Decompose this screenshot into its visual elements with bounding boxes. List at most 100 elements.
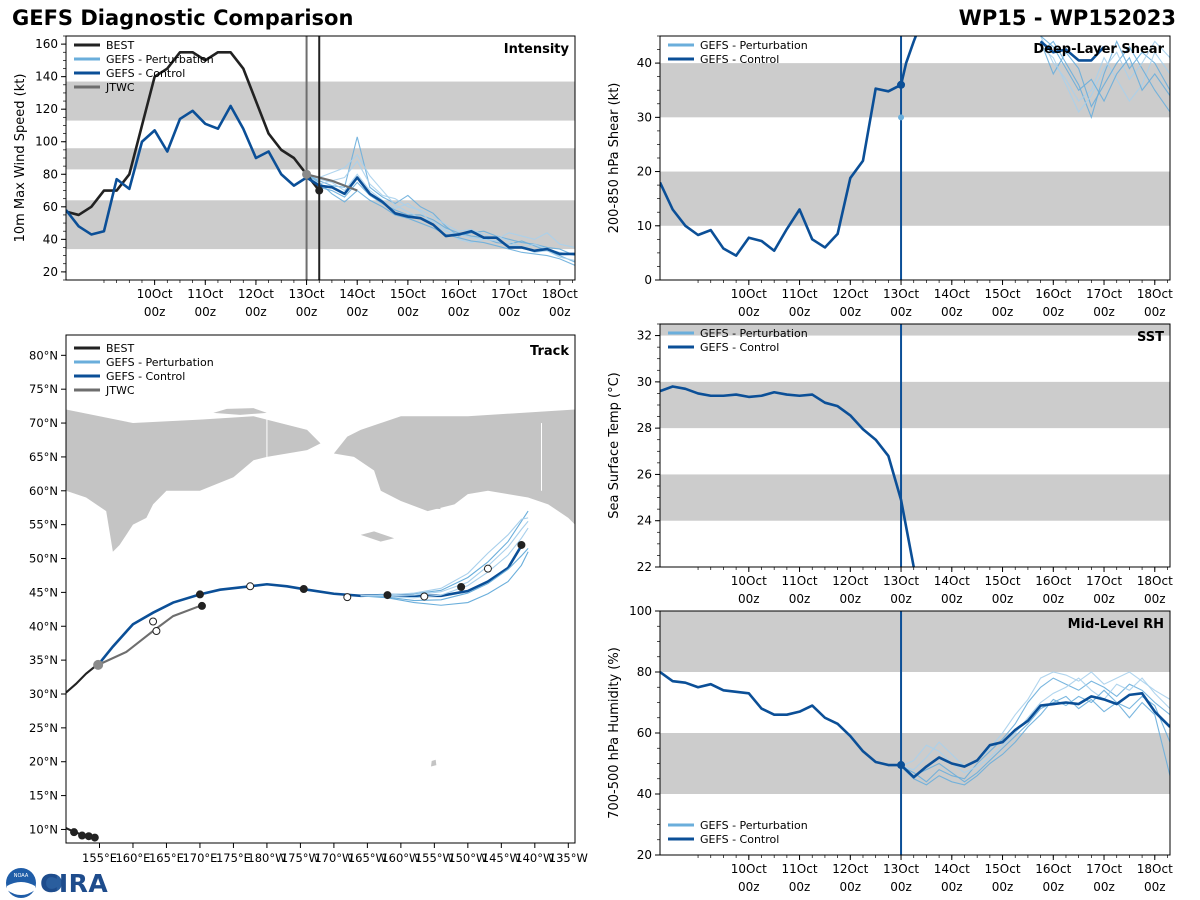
lat-tick-label: 45°N	[29, 585, 58, 599]
x-tick-label-hour: 00z	[789, 592, 811, 606]
x-tick-label-hour: 00z	[992, 592, 1014, 606]
y-tick-label: 80	[43, 167, 58, 181]
series-line-best	[66, 50, 321, 217]
track-marker-filled	[90, 833, 99, 842]
lat-tick-label: 15°N	[29, 789, 58, 803]
x-tick-label-date: 12Oct	[832, 287, 868, 301]
lon-tick-label: 160°E	[115, 851, 150, 865]
x-tick-label-date: 14Oct	[934, 574, 970, 588]
x-tick-label-hour: 00z	[1093, 592, 1115, 606]
y-tick-label: 22	[637, 560, 652, 574]
perturbation-member-line	[1040, 41, 1170, 113]
x-tick-label-hour: 00z	[1144, 880, 1166, 894]
track-marker-filled	[70, 828, 79, 837]
y-tick-label: 40	[637, 56, 652, 70]
lat-tick-label: 25°N	[29, 721, 58, 735]
track-marker-filled	[517, 540, 526, 549]
y-tick-label: 40	[637, 787, 652, 801]
lat-tick-label: 60°N	[29, 484, 58, 498]
lon-tick-label: 160°W	[381, 851, 420, 865]
lat-tick-label: 20°N	[29, 755, 58, 769]
perturbation-member-line	[900, 677, 1170, 783]
legend-label: GEFS - Perturbation	[700, 39, 808, 52]
lat-tick-label: 30°N	[29, 687, 58, 701]
x-tick-label-date: 13Oct	[883, 862, 919, 876]
land-hawaii	[431, 759, 437, 767]
y-tick-label: 32	[637, 329, 652, 343]
legend-label: GEFS - Control	[700, 833, 779, 846]
legend-label: GEFS - Control	[106, 370, 185, 383]
y-tick-label: 24	[637, 514, 652, 528]
threshold-band	[660, 63, 1170, 118]
x-tick-label-date: 18Oct	[542, 287, 578, 301]
chart-track: 10°N 15°N 20°N 25°N 30°N 35°N 40°N 45°N 50°N 55°N…	[29, 334, 588, 865]
control-analysis-marker	[897, 761, 906, 770]
track-marker-open	[152, 626, 161, 635]
y-tick-label: 20	[637, 848, 652, 862]
y-tick-label: 10	[637, 219, 652, 233]
lat-tick-label: 55°N	[29, 518, 58, 532]
chart-intensity: 20 40 60 80 100 120 140 160 10Oct 00z 11Oct 00z 12Oc…	[13, 35, 578, 319]
series-line-gefs-control	[660, 385, 916, 567]
panel-title: Mid-Level RH	[1068, 617, 1164, 632]
track-marker-filled	[457, 582, 466, 591]
legend-label: JTWC	[105, 81, 135, 94]
land-alaska	[333, 409, 575, 525]
legend-label: GEFS - Perturbation	[700, 819, 808, 832]
x-tick-label-date: 10Oct	[731, 287, 767, 301]
x-tick-label-date: 11Oct	[782, 287, 818, 301]
threshold-band	[660, 474, 1170, 521]
x-tick-label-hour: 00z	[1144, 305, 1166, 319]
land-siberia	[66, 409, 321, 552]
series-line-gefs-control-late-	[1039, 40, 1105, 62]
x-tick-label-date: 18Oct	[1137, 287, 1173, 301]
x-tick-label-date: 13Oct	[883, 574, 919, 588]
x-tick-label-hour: 00z	[1093, 880, 1115, 894]
figure-title-left: GEFS Diagnostic Comparison	[12, 6, 354, 30]
track-marker-open	[343, 593, 352, 602]
threshold-band	[66, 200, 575, 250]
plot-area-rh	[660, 611, 1170, 855]
x-tick-label-hour: 00z	[840, 305, 862, 319]
plot-frame	[659, 323, 1171, 568]
x-tick-label-hour: 00z	[840, 880, 862, 894]
land-wrangel-island	[213, 408, 267, 415]
perturbation-member-line	[900, 671, 1170, 771]
lat-tick-label: 50°N	[29, 552, 58, 566]
perturbation-member-line	[306, 173, 575, 263]
x-tick-label-date: 13Oct	[883, 287, 919, 301]
x-tick-label-hour: 00z	[941, 880, 963, 894]
x-tick-label-date: 14Oct	[934, 287, 970, 301]
x-tick-label-date: 16Oct	[1035, 287, 1071, 301]
y-tick-label: 26	[637, 467, 652, 481]
chart-sst: 22 24 26 28 30 32 10Oct 00z 11Oct 00z 12Oct 00z 13Oc…	[607, 323, 1173, 606]
y-axis-label: 700-500 hPa Humidity (%)	[607, 647, 622, 819]
perturbation-member-line	[306, 173, 575, 257]
x-tick-label-date: 12Oct	[832, 862, 868, 876]
x-tick-label-hour: 00z	[738, 305, 760, 319]
x-tick-label-date: 18Oct	[1137, 862, 1173, 876]
x-tick-label-hour: 00z	[789, 305, 811, 319]
threshold-band	[660, 611, 1170, 672]
x-tick-label-date: 10Oct	[731, 862, 767, 876]
track-marker-filled	[197, 601, 206, 610]
x-tick-label-date: 11Oct	[782, 862, 818, 876]
cira-logo-text: CIRA	[40, 869, 109, 898]
x-tick-label-hour: 00z	[245, 305, 267, 319]
x-tick-label-hour: 00z	[941, 305, 963, 319]
lon-tick-label: 150°W	[448, 851, 487, 865]
x-tick-label-hour: 00z	[789, 880, 811, 894]
y-axis-label: Sea Surface Temp (°C)	[607, 372, 622, 519]
x-tick-label-hour: 00z	[992, 880, 1014, 894]
track-marker-open	[420, 592, 429, 601]
x-tick-label-hour: 00z	[992, 305, 1014, 319]
lon-tick-label: 180°W	[247, 851, 286, 865]
lon-tick-label: 170°W	[314, 851, 353, 865]
plot-area-shear	[660, 36, 1170, 280]
track-marker-filled	[78, 831, 87, 840]
plot-area-intensity	[66, 36, 575, 280]
y-tick-label: 20	[637, 165, 652, 179]
perturbation-track	[360, 551, 529, 606]
series-line-gefs-control	[660, 670, 1170, 779]
x-tick-label-hour: 00z	[840, 592, 862, 606]
